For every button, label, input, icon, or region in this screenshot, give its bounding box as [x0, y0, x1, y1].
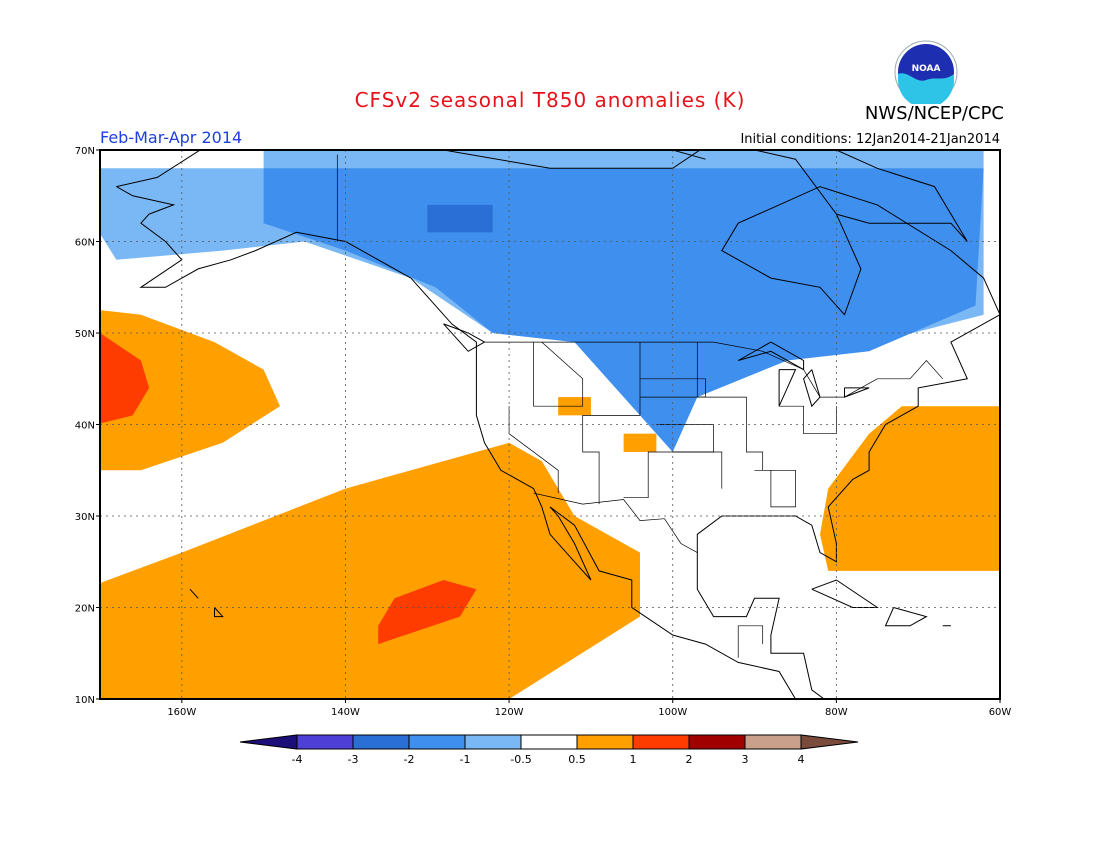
colorbar-label: -3 — [348, 753, 359, 766]
border-6 — [533, 341, 584, 407]
lat-tick-label: 10N — [75, 695, 95, 706]
colorbar: -4 -3 -2 -1 -0.5 0.5 1 2 3 4 — [239, 734, 859, 766]
colorbar-label: -0.5 — [510, 753, 531, 766]
coastline-10 — [795, 150, 968, 242]
lat-tick-label: 70N — [75, 146, 95, 157]
coastline-6 — [884, 607, 928, 627]
anomaly-region-5 — [100, 442, 640, 699]
coastline-2 — [778, 369, 797, 407]
anomaly-region-7 — [820, 406, 1000, 571]
lat-tick-label: 30N — [75, 512, 95, 523]
colorbar-label: 1 — [630, 753, 637, 766]
colorbar-label: 4 — [798, 753, 805, 766]
colorbar-swatch — [688, 734, 746, 750]
colorbar-label: -1 — [460, 753, 471, 766]
lat-ticks: 10N 20N 30N 40N 50N 60N 70N — [75, 146, 100, 706]
season-label: Feb-Mar-Apr 2014 — [100, 128, 243, 147]
coastline-3 — [803, 369, 821, 408]
colorbar-swatch — [352, 734, 410, 750]
border-4 — [582, 342, 641, 505]
colorbar-swatch — [632, 734, 690, 750]
border-11 — [779, 405, 837, 435]
colorbar-swatch — [408, 734, 466, 750]
border-5 — [508, 406, 559, 494]
lat-tick-label: 60N — [75, 238, 95, 249]
border-12 — [672, 451, 723, 489]
anomaly-region-6 — [378, 580, 477, 645]
lon-tick-label: 80W — [825, 707, 848, 718]
colorbar-swatch — [520, 734, 578, 750]
border-3 — [737, 625, 764, 658]
initial-conditions-label: Initial conditions: 12Jan2014-21Jan2014 — [740, 132, 1000, 147]
noaa-logo: NOAA — [894, 40, 958, 104]
anomaly-region-2 — [427, 204, 493, 233]
colorbar-label: 0.5 — [568, 753, 586, 766]
lon-tick-label: 60W — [989, 707, 1012, 718]
page-title: CFSv2 seasonal T850 anomalies (K) — [354, 88, 746, 112]
lon-ticks: 160W 140W 120W 100W 80W 60W — [167, 699, 1011, 718]
agency-label: NWS/NCEP/CPC — [864, 103, 1004, 124]
coastline-11 — [590, 150, 706, 160]
coastline-5 — [811, 579, 879, 608]
colorbar-swatch — [296, 734, 354, 750]
anomaly-region-4 — [100, 333, 150, 424]
coastline-12 — [443, 323, 485, 352]
colorbar-high-arrow — [800, 734, 859, 750]
coastline-0 — [116, 150, 1000, 699]
lon-tick-label: 160W — [167, 707, 196, 718]
graticule — [100, 150, 1000, 699]
anomaly-patch-1 — [623, 433, 657, 452]
lon-tick-label: 100W — [658, 707, 687, 718]
anomaly-fill-layer — [100, 150, 1000, 699]
anomaly-region-3 — [100, 310, 280, 471]
coastline-9 — [189, 588, 199, 599]
svg-text:NOAA: NOAA — [912, 64, 941, 74]
colorbar-swatch — [744, 734, 802, 750]
colorbar-swatch — [464, 734, 522, 750]
coastline-1 — [737, 341, 805, 371]
colorbar-label: -2 — [404, 753, 415, 766]
colorbar-label: -4 — [292, 753, 303, 766]
anomaly-region-1 — [263, 168, 984, 453]
coastline-8 — [214, 607, 224, 618]
colorbar-label: 2 — [686, 753, 693, 766]
border-10 — [754, 469, 796, 508]
colorbar-swatch — [576, 734, 634, 750]
border-1 — [484, 341, 943, 398]
lon-tick-label: 120W — [495, 707, 524, 718]
lat-tick-label: 40N — [75, 421, 95, 432]
border-2 — [533, 492, 698, 553]
coastline-4 — [844, 387, 870, 398]
lat-tick-label: 50N — [75, 329, 95, 340]
lon-tick-label: 140W — [331, 707, 360, 718]
colorbar-low-arrow — [239, 734, 298, 750]
colorbar-label: 3 — [742, 753, 749, 766]
lat-tick-label: 20N — [75, 604, 95, 615]
border-9 — [696, 342, 764, 471]
